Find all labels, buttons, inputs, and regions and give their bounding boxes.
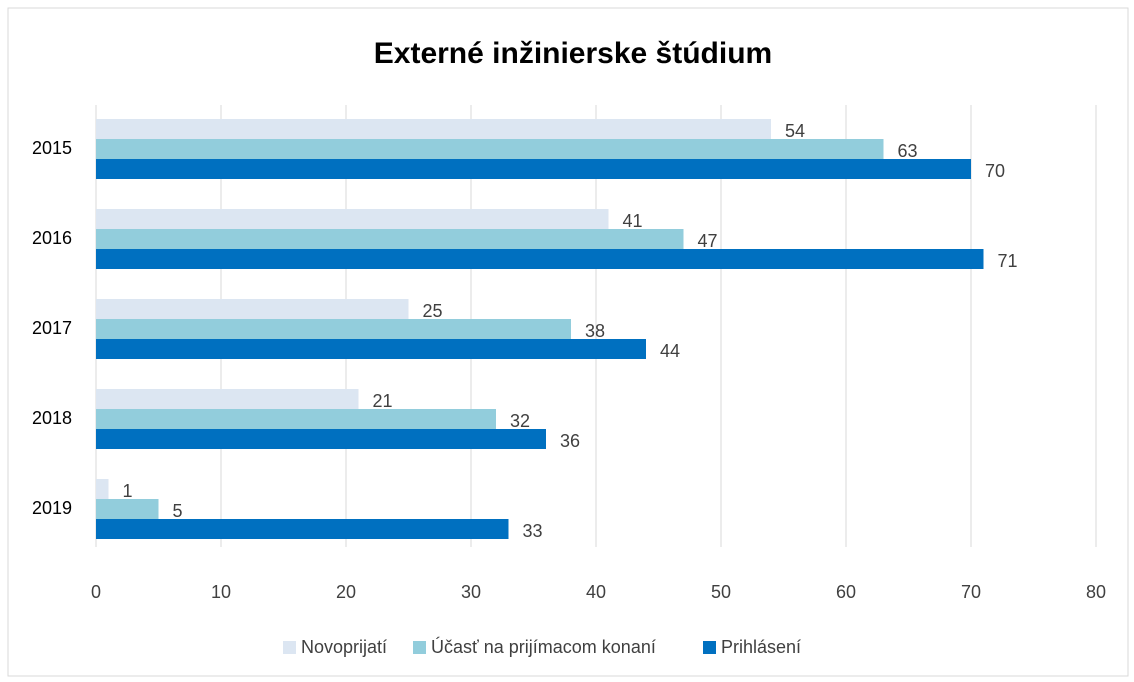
- bar: [96, 319, 571, 339]
- data-label: 21: [373, 391, 393, 411]
- x-tick-label: 60: [836, 582, 856, 602]
- data-label: 44: [660, 341, 680, 361]
- bar: [96, 409, 496, 429]
- legend-label: Prihlásení: [721, 637, 801, 657]
- bar: [96, 299, 409, 319]
- data-label: 70: [985, 161, 1005, 181]
- data-label: 36: [560, 431, 580, 451]
- bar: [96, 339, 646, 359]
- y-tick-label: 2018: [32, 408, 72, 428]
- bar: [96, 389, 359, 409]
- data-label: 25: [423, 301, 443, 321]
- x-tick-label: 30: [461, 582, 481, 602]
- bar: [96, 249, 984, 269]
- data-label: 47: [698, 231, 718, 251]
- legend-swatch: [283, 641, 296, 654]
- x-tick-label: 50: [711, 582, 731, 602]
- data-label: 38: [585, 321, 605, 341]
- bar: [96, 119, 771, 139]
- bar: [96, 229, 684, 249]
- x-tick-label: 0: [91, 582, 101, 602]
- y-tick-label: 2015: [32, 138, 72, 158]
- bar: [96, 159, 971, 179]
- bar: [96, 139, 884, 159]
- x-tick-label: 20: [336, 582, 356, 602]
- y-tick-label: 2016: [32, 228, 72, 248]
- data-label: 33: [523, 521, 543, 541]
- bar: [96, 519, 509, 539]
- bar: [96, 499, 159, 519]
- bar: [96, 209, 609, 229]
- x-tick-label: 40: [586, 582, 606, 602]
- y-tick-label: 2019: [32, 498, 72, 518]
- data-label: 1: [123, 481, 133, 501]
- data-label: 41: [623, 211, 643, 231]
- bar: [96, 429, 546, 449]
- x-tick-label: 10: [211, 582, 231, 602]
- x-tick-label: 80: [1086, 582, 1106, 602]
- legend-swatch: [703, 641, 716, 654]
- x-tick-label: 70: [961, 582, 981, 602]
- legend-label: Účasť na prijímacom konaní: [431, 636, 656, 657]
- chart-title: Externé inžinierske štúdium: [374, 37, 772, 70]
- data-label: 71: [998, 251, 1018, 271]
- legend-label: Novoprijatí: [301, 637, 387, 657]
- bar: [96, 479, 109, 499]
- data-label: 63: [898, 141, 918, 161]
- y-tick-label: 2017: [32, 318, 72, 338]
- data-label: 5: [173, 501, 183, 521]
- data-label: 54: [785, 121, 805, 141]
- legend-swatch: [413, 641, 426, 654]
- data-label: 32: [510, 411, 530, 431]
